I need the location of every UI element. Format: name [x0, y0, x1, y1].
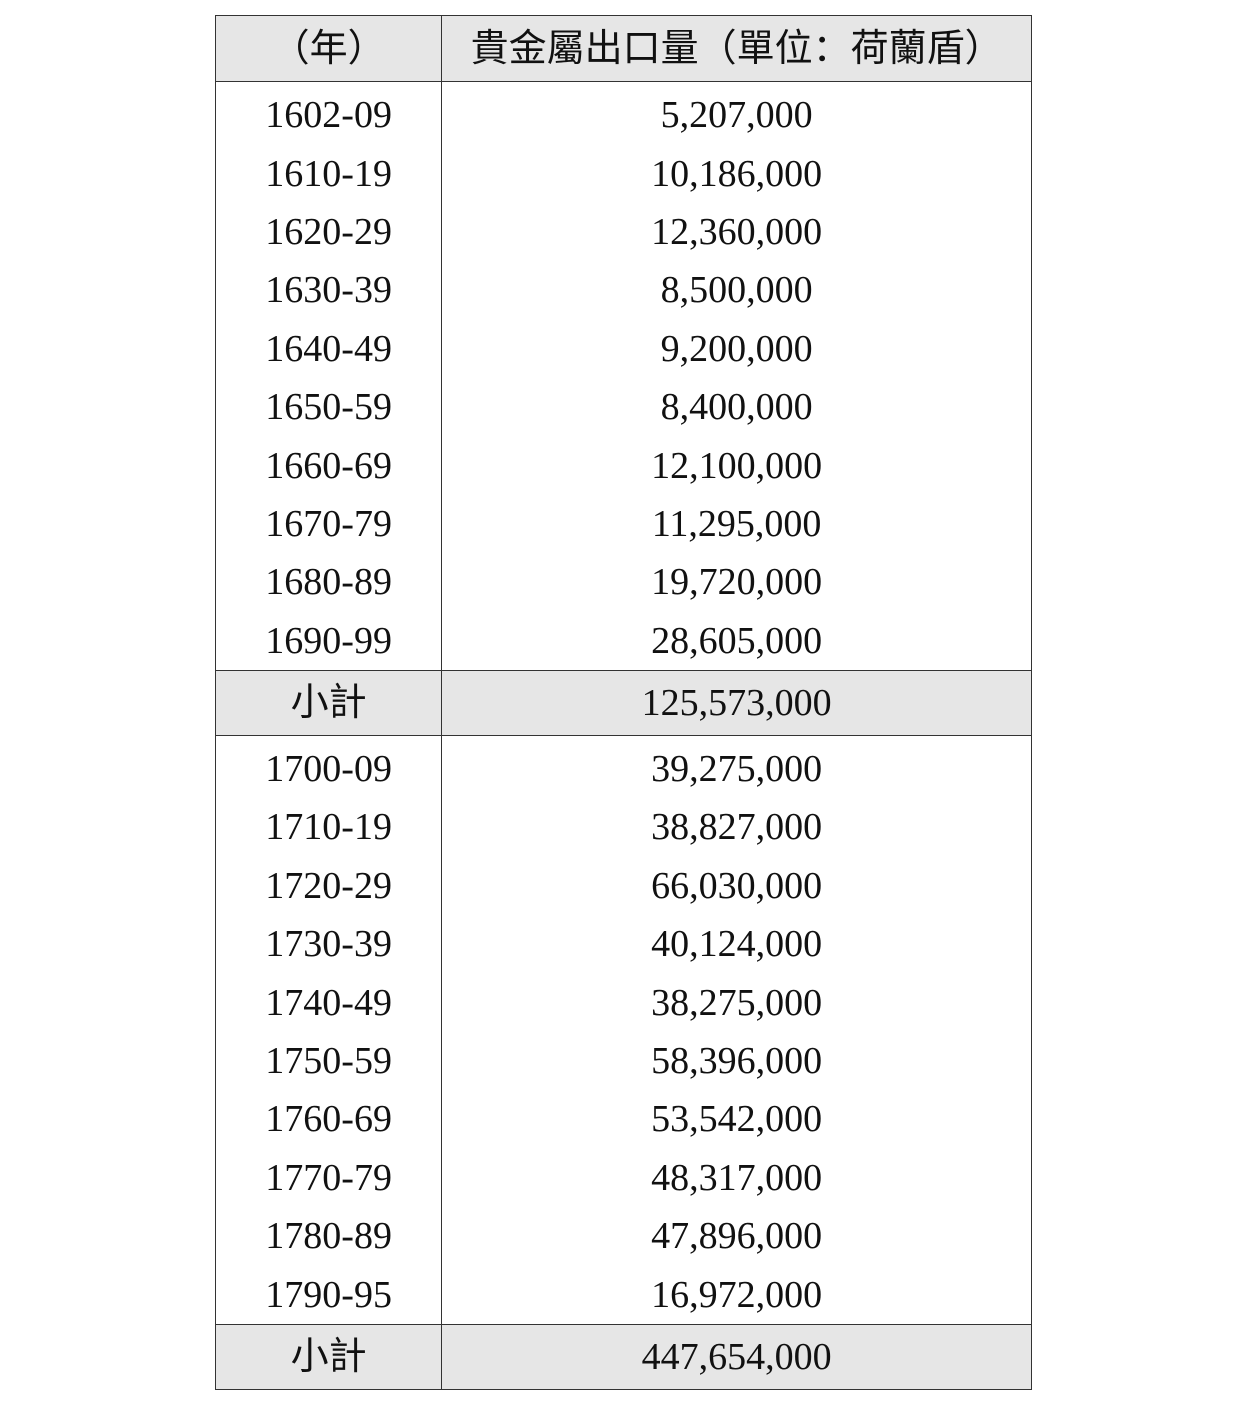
value-cell: 40,124,000 [441, 915, 1032, 974]
value-cell: 12,100,000 [441, 436, 1032, 495]
value-cell: 10,186,000 [441, 144, 1032, 203]
table-row: 1610-19 10,186,000 [214, 144, 1032, 203]
value-cell: 47,896,000 [441, 1207, 1032, 1266]
period-cell: 1670-79 [214, 494, 443, 554]
value-cell: 16,972,000 [441, 1265, 1032, 1325]
period-cell: 1700-09 [214, 735, 443, 799]
header-value: 貴金屬出口量（單位：荷蘭盾） [441, 15, 1032, 82]
period-cell: 1610-19 [214, 144, 443, 203]
subtotal-label: 小計 [214, 669, 443, 736]
value-cell: 11,295,000 [441, 494, 1032, 554]
value-cell: 28,605,000 [441, 611, 1032, 671]
period-cell: 1620-29 [214, 202, 443, 262]
table-row: 1740-49 38,275,000 [214, 973, 1032, 1032]
period-cell: 1640-49 [214, 319, 443, 378]
value-cell: 9,200,000 [441, 319, 1032, 378]
precious-metal-export-table: （年） 貴金屬出口量（單位：荷蘭盾） 1602-09 5,207,000 161… [214, 15, 1032, 1390]
period-cell: 1750-59 [214, 1031, 443, 1091]
value-cell: 8,500,000 [441, 261, 1032, 320]
table-row: 1750-59 58,396,000 [214, 1031, 1032, 1091]
table-row: 1790-95 16,972,000 [214, 1265, 1032, 1325]
value-cell: 12,360,000 [441, 202, 1032, 262]
table-row: 1720-29 66,030,000 [214, 856, 1032, 916]
period-cell: 1660-69 [214, 436, 443, 495]
table-row: 1680-89 19,720,000 [214, 553, 1032, 612]
period-cell: 1780-89 [214, 1207, 443, 1266]
value-cell: 66,030,000 [441, 856, 1032, 916]
table-row: 1640-49 9,200,000 [214, 319, 1032, 378]
table-row: 1602-09 5,207,000 [214, 81, 1032, 145]
period-cell: 1720-29 [214, 856, 443, 916]
period-cell: 1740-49 [214, 973, 443, 1032]
subtotal-value: 125,573,000 [441, 669, 1032, 736]
table-row: 1710-19 38,827,000 [214, 798, 1032, 857]
period-cell: 1602-09 [214, 81, 443, 145]
period-cell: 1730-39 [214, 915, 443, 974]
table-row: 1660-69 12,100,000 [214, 436, 1032, 495]
table-row: 1690-99 28,605,000 [214, 611, 1032, 671]
period-cell: 1770-79 [214, 1148, 443, 1208]
value-cell: 39,275,000 [441, 735, 1032, 799]
table-row: 1650-59 8,400,000 [214, 377, 1032, 437]
value-cell: 58,396,000 [441, 1031, 1032, 1091]
subtotal-row: 小計 125,573,000 [214, 669, 1032, 736]
header-year: （年） [214, 15, 443, 82]
table-header-row: （年） 貴金屬出口量（單位：荷蘭盾） [214, 15, 1032, 82]
table-row: 1670-79 11,295,000 [214, 494, 1032, 554]
value-cell: 38,827,000 [441, 798, 1032, 857]
subtotal-label: 小計 [214, 1323, 443, 1390]
table-row: 1760-69 53,542,000 [214, 1090, 1032, 1149]
table-row: 1770-79 48,317,000 [214, 1148, 1032, 1208]
period-cell: 1690-99 [214, 611, 443, 671]
period-cell: 1760-69 [214, 1090, 443, 1149]
period-cell: 1680-89 [214, 553, 443, 612]
value-cell: 38,275,000 [441, 973, 1032, 1032]
value-cell: 8,400,000 [441, 377, 1032, 437]
table-row: 1780-89 47,896,000 [214, 1207, 1032, 1266]
value-cell: 48,317,000 [441, 1148, 1032, 1208]
period-cell: 1650-59 [214, 377, 443, 437]
table-row: 1700-09 39,275,000 [214, 735, 1032, 799]
subtotal-value: 447,654,000 [441, 1323, 1032, 1390]
table-row: 1730-39 40,124,000 [214, 915, 1032, 974]
value-cell: 5,207,000 [441, 81, 1032, 145]
period-cell: 1790-95 [214, 1265, 443, 1325]
table-row: 1630-39 8,500,000 [214, 261, 1032, 320]
subtotal-row: 小計 447,654,000 [214, 1323, 1032, 1390]
value-cell: 19,720,000 [441, 553, 1032, 612]
table-row: 1620-29 12,360,000 [214, 202, 1032, 262]
period-cell: 1630-39 [214, 261, 443, 320]
period-cell: 1710-19 [214, 798, 443, 857]
value-cell: 53,542,000 [441, 1090, 1032, 1149]
